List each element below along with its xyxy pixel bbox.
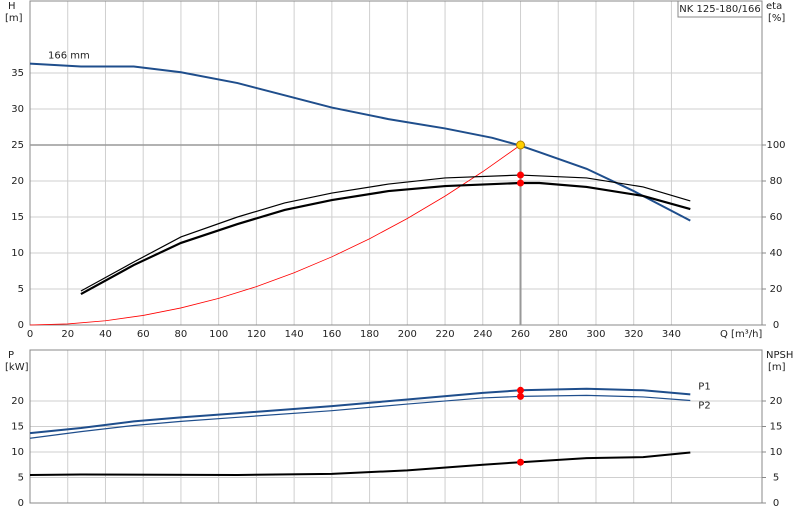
duty-marker — [517, 458, 525, 466]
x-tick-label: 60 — [137, 329, 150, 340]
x-tick-label: 200 — [398, 329, 417, 340]
x-tick-label: 220 — [436, 329, 455, 340]
title-box — [677, 0, 763, 18]
y2-tick-label: 20 — [770, 284, 783, 295]
x-tick-label: 120 — [247, 329, 266, 340]
y2-axis-unit: [m] — [768, 362, 786, 373]
y-tick-label: 10 — [11, 447, 24, 458]
x-tick-label: 260 — [511, 329, 530, 340]
y-axis-label: H — [8, 1, 16, 12]
y2-tick-label: 20 — [770, 396, 783, 407]
y2-tick-label: 40 — [770, 248, 783, 259]
y-axis-label: P — [8, 350, 14, 361]
x-tick-label: 280 — [549, 329, 568, 340]
plot-frame — [29, 0, 763, 326]
duty-marker — [517, 171, 525, 179]
y2-tick-label: 80 — [770, 176, 783, 187]
y2-tick-label: 15 — [770, 422, 783, 433]
x-tick-label: 180 — [360, 329, 379, 340]
x-tick-label: 20 — [61, 329, 74, 340]
plot-frame — [29, 349, 763, 504]
series-line — [80, 181, 691, 296]
y-tick-label: 20 — [11, 176, 24, 187]
x-tick-label: 300 — [586, 329, 605, 340]
x-axis-label: Q [m³/h] — [720, 329, 762, 340]
series-label: P1 — [698, 381, 710, 392]
y-axis-unit: [m] — [5, 13, 23, 24]
series-line — [80, 174, 691, 292]
chart-title: NK 125-180/166 — [679, 4, 760, 15]
duty-marker — [517, 392, 525, 400]
y-tick-label: 30 — [11, 104, 24, 115]
y-axis-unit: [kW] — [5, 362, 29, 373]
x-tick-label: 160 — [322, 329, 341, 340]
y-tick-label: 15 — [11, 212, 24, 223]
y-tick-label: 10 — [11, 248, 24, 259]
duty-point — [516, 140, 526, 150]
y2-tick-label: 0 — [773, 320, 779, 331]
x-tick-label: 240 — [473, 329, 492, 340]
series-line — [29, 451, 691, 476]
series-label: P2 — [698, 400, 710, 411]
x-tick-label: 0 — [27, 329, 33, 340]
x-tick-label: 80 — [175, 329, 188, 340]
y2-axis-unit: [%] — [768, 13, 785, 24]
y-tick-label: 20 — [11, 396, 24, 407]
y-tick-label: 5 — [18, 284, 24, 295]
x-tick-label: 320 — [624, 329, 643, 340]
y2-tick-label: 5 — [773, 473, 779, 484]
y2-axis-label: NPSH — [766, 350, 793, 361]
x-tick-label: 140 — [285, 329, 304, 340]
duty-marker — [517, 386, 525, 394]
series-line — [29, 144, 521, 326]
x-tick-label: 340 — [662, 329, 681, 340]
x-tick-label: 40 — [99, 329, 112, 340]
x-tick-label: 100 — [209, 329, 228, 340]
series-line — [29, 387, 691, 435]
y2-tick-label: 100 — [766, 140, 785, 151]
y2-tick-label: 0 — [773, 498, 779, 509]
duty-marker — [517, 179, 525, 187]
y2-tick-label: 10 — [770, 447, 783, 458]
series-line — [29, 394, 691, 439]
y2-tick-label: 60 — [770, 212, 783, 223]
series-line — [29, 62, 691, 222]
y-tick-label: 25 — [11, 140, 24, 151]
y-tick-label: 0 — [18, 320, 24, 331]
y-tick-label: 15 — [11, 422, 24, 433]
y-tick-label: 35 — [11, 68, 24, 79]
y2-axis-label: eta — [766, 1, 782, 12]
series-label: 166 mm — [48, 51, 90, 62]
y-tick-label: 5 — [18, 473, 24, 484]
y-tick-label: 0 — [18, 498, 24, 509]
